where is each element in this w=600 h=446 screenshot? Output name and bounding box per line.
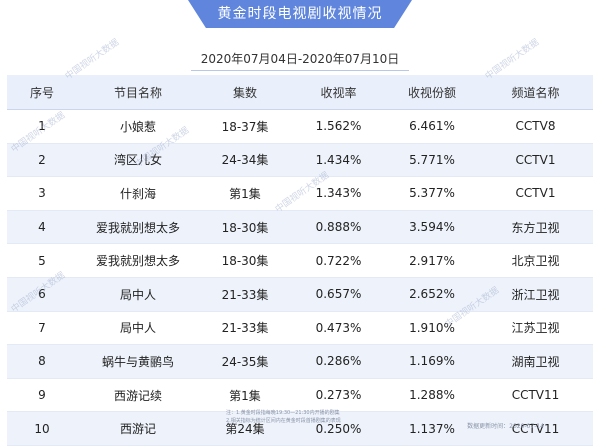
cell-no: 8 [7, 344, 77, 379]
table-row: 5 爱我就别想太多 18-30集 0.722% 2.917% 北京卫视 [7, 243, 593, 278]
cell-episodes: 18-30集 [199, 210, 291, 245]
cell-episodes: 21-33集 [199, 277, 291, 312]
table-row: 6 局中人 21-33集 0.657% 2.652% 浙江卫视 [7, 277, 593, 312]
cell-no: 5 [7, 243, 77, 278]
cell-channel: 浙江卫视 [478, 277, 593, 312]
header-rating: 收视率 [291, 75, 386, 110]
cell-name: 西游记续 [77, 378, 199, 413]
cell-name: 局中人 [77, 311, 199, 346]
cell-rating: 0.273% [291, 378, 386, 413]
footnote: 注：1.黄金时段指每晚19:30—21:30内开播的剧集 2.相关指标为统计区间… [226, 409, 396, 425]
table-row: 2 湾区儿女 24-34集 1.434% 5.771% CCTV1 [7, 143, 593, 178]
footnote-line-1: 注：1.黄金时段指每晚19:30—21:30内开播的剧集 [226, 410, 340, 416]
cell-channel: CCTV1 [478, 143, 593, 178]
table-header-row: 序号 节目名称 集数 收视率 收视份额 频道名称 [7, 75, 593, 110]
cell-no: 10 [7, 411, 77, 446]
ratings-table: 序号 节目名称 集数 收视率 收视份额 频道名称 1 小娘惹 18-37集 1.562… [7, 75, 593, 446]
cell-channel: CCTV8 [478, 109, 593, 144]
cell-share: 5.377% [386, 176, 478, 211]
table-row: 3 什刹海 第1集 1.343% 5.377% CCTV1 [7, 176, 593, 211]
cell-rating: 1.562% [291, 109, 386, 144]
cell-share: 3.594% [386, 210, 478, 245]
table-row: 1 小娘惹 18-37集 1.562% 6.461% CCTV8 [7, 109, 593, 144]
cell-name: 西游记 [77, 411, 199, 446]
cell-channel: 东方卫视 [478, 210, 593, 245]
cell-rating: 0.888% [291, 210, 386, 245]
table-row: 4 爱我就别想太多 18-30集 0.888% 3.594% 东方卫视 [7, 210, 593, 245]
cell-episodes: 18-30集 [199, 243, 291, 278]
cell-name: 蜗牛与黄鹂鸟 [77, 344, 199, 379]
cell-no: 2 [7, 143, 77, 178]
cell-episodes: 24-35集 [199, 344, 291, 379]
date-row: 2020年07月04日-2020年07月10日 [0, 48, 600, 71]
cell-share: 1.169% [386, 344, 478, 379]
cell-share: 1.137% [386, 411, 478, 446]
cell-name: 爱我就别想太多 [77, 210, 199, 245]
cell-channel: CCTV1 [478, 176, 593, 211]
cell-share: 2.917% [386, 243, 478, 278]
table-body: 1 小娘惹 18-37集 1.562% 6.461% CCTV8 2 湾区儿女 24-34集 1.… [7, 109, 593, 446]
cell-no: 4 [7, 210, 77, 245]
cell-share: 1.910% [386, 311, 478, 346]
cell-episodes: 24-34集 [199, 143, 291, 178]
cell-name: 小娘惹 [77, 109, 199, 144]
header-no: 序号 [7, 75, 77, 110]
cell-share: 1.288% [386, 378, 478, 413]
cell-no: 3 [7, 176, 77, 211]
cell-name: 局中人 [77, 277, 199, 312]
header-episodes: 集数 [199, 75, 291, 110]
footnote-line-2: 2.相关指标为统计区间内在黄金时段首播剧集的表现 [226, 418, 341, 424]
cell-rating: 0.286% [291, 344, 386, 379]
table-row: 7 局中人 21-33集 0.473% 1.910% 江苏卫视 [7, 311, 593, 346]
cell-channel: 江苏卫视 [478, 311, 593, 346]
page-title: 黄金时段电视剧收视情况 [188, 0, 412, 28]
cell-no: 7 [7, 311, 77, 346]
header-share: 收视份额 [386, 75, 478, 110]
cell-name: 什刹海 [77, 176, 199, 211]
header-channel: 频道名称 [478, 75, 593, 110]
cell-episodes: 21-33集 [199, 311, 291, 346]
table-row: 9 西游记续 第1集 0.273% 1.288% CCTV11 [7, 378, 593, 413]
cell-rating: 1.343% [291, 176, 386, 211]
update-time: 数据更新时间：2020-07-14 [467, 423, 544, 430]
cell-name: 爱我就别想太多 [77, 243, 199, 278]
date-range: 2020年07月04日-2020年07月10日 [190, 50, 410, 71]
cell-rating: 0.657% [291, 277, 386, 312]
cell-episodes: 18-37集 [199, 109, 291, 144]
cell-no: 1 [7, 109, 77, 144]
cell-share: 2.652% [386, 277, 478, 312]
cell-name: 湾区儿女 [77, 143, 199, 178]
cell-channel: CCTV11 [478, 378, 593, 413]
cell-rating: 0.722% [291, 243, 386, 278]
cell-rating: 0.473% [291, 311, 386, 346]
table-row: 8 蜗牛与黄鹂鸟 24-35集 0.286% 1.169% 湖南卫视 [7, 344, 593, 379]
cell-episodes: 第1集 [199, 176, 291, 211]
cell-rating: 1.434% [291, 143, 386, 178]
cell-channel: 北京卫视 [478, 243, 593, 278]
cell-no: 6 [7, 277, 77, 312]
cell-channel: 湖南卫视 [478, 344, 593, 379]
cell-share: 5.771% [386, 143, 478, 178]
header-name: 节目名称 [77, 75, 199, 110]
cell-no: 9 [7, 378, 77, 413]
cell-share: 6.461% [386, 109, 478, 144]
cell-episodes: 第1集 [199, 378, 291, 413]
